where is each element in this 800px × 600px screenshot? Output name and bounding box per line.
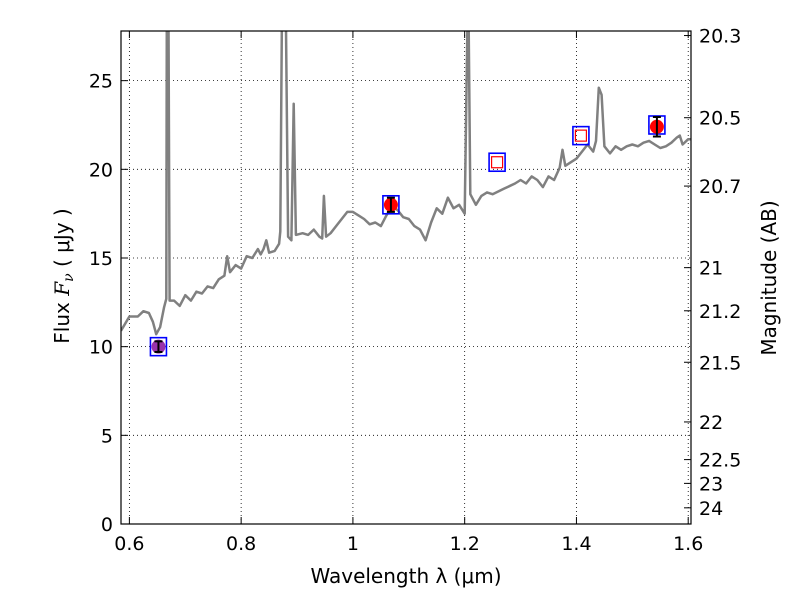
y-tick-label: 10 [89, 337, 113, 359]
model-point [149, 336, 168, 357]
observed-points [151, 116, 664, 354]
right-tick-label: 21.5 [699, 352, 741, 374]
model-point [572, 125, 590, 146]
upper-limit-point [490, 156, 504, 169]
right-tick-label: 24 [699, 498, 723, 520]
y-tick-label: 20 [89, 159, 113, 181]
y-tick-label: 15 [89, 248, 113, 270]
right-tick-label: 22.5 [699, 450, 741, 472]
y-tick-label: 5 [101, 425, 113, 447]
y-label-unit: ( μJy ) [50, 208, 74, 273]
y-label-symbol: F [50, 281, 74, 297]
model-points [149, 115, 666, 357]
right-tick-label: 22 [699, 412, 723, 434]
right-tick-label: 20.5 [699, 108, 741, 130]
x-axis-ticks: 0.6 0.8 1 1.2 1.4 1.6 [114, 31, 703, 555]
y-tick-label: 25 [89, 71, 113, 93]
y-tick-label: 0 [101, 514, 113, 536]
right-tick-label: 21 [699, 258, 723, 280]
x-tick-label: 1.4 [561, 533, 591, 555]
right-tick-label: 20.3 [699, 26, 741, 48]
model-point [382, 194, 400, 215]
upper-limit-point [574, 129, 588, 142]
x-tick-label: 1.2 [450, 533, 480, 555]
grid-lines [121, 31, 691, 524]
plot-frame [120, 30, 692, 525]
y-label-subscript: ν [61, 273, 77, 282]
spectrum-line [121, 31, 691, 336]
x-axis-label: Wavelength λ (μm) [310, 564, 501, 588]
right-axis-ticks: 20.3 20.5 20.7 21 21.2 21.5 22 22.523 24 [684, 26, 741, 520]
spectrum [121, 31, 691, 336]
x-tick-label: 1 [347, 533, 359, 555]
right-tick-label: 20.7 [699, 176, 741, 198]
right-tick-label: 21.2 [699, 301, 741, 323]
model-point [488, 152, 506, 173]
upper-limit-points [490, 129, 588, 169]
y-axis-label-left: Flux Fν ( μJy ) [50, 208, 77, 343]
y-label-prefix: Flux [50, 296, 74, 344]
x-tick-label: 0.6 [114, 533, 144, 555]
x-tick-label: 0.8 [226, 533, 256, 555]
x-tick-label: 1.6 [673, 533, 703, 555]
y-axis-label-right: Magnitude (AB) [757, 200, 781, 355]
y-axis-ticks: 0 5 10 15 20 25 [89, 71, 128, 536]
right-tick-label: 23 [699, 473, 723, 495]
